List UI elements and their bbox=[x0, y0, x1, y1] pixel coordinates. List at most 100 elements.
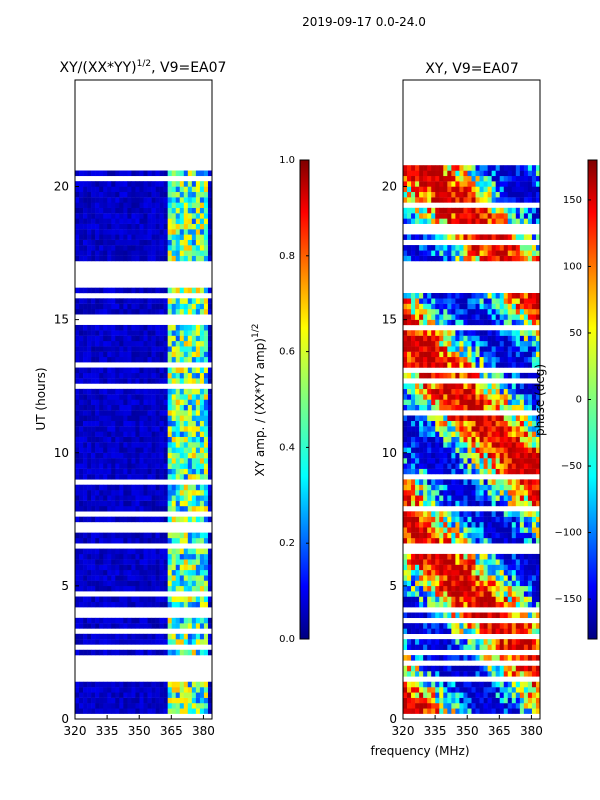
heatmap-cell bbox=[471, 527, 476, 533]
heatmap-cell bbox=[143, 394, 148, 400]
heatmap-cell bbox=[199, 564, 205, 571]
heatmap-cell bbox=[115, 191, 120, 198]
heatmap-cell bbox=[83, 186, 88, 193]
heatmap-cell bbox=[535, 255, 541, 262]
heatmap-cell bbox=[471, 319, 476, 326]
heatmap-cell bbox=[115, 213, 120, 219]
heatmap-cell bbox=[111, 490, 116, 496]
heatmap-cell bbox=[435, 580, 440, 587]
heatmap-cell bbox=[403, 431, 408, 437]
heatmap-cell bbox=[415, 596, 420, 603]
heatmap-cell bbox=[447, 623, 452, 629]
heatmap-cell bbox=[439, 372, 444, 379]
heatmap-cell bbox=[459, 484, 464, 491]
heatmap-cell bbox=[103, 324, 108, 331]
heatmap-cell bbox=[471, 442, 476, 448]
heatmap-cell bbox=[163, 708, 168, 714]
heatmap-cell bbox=[187, 399, 193, 406]
heatmap-cell bbox=[439, 575, 444, 581]
heatmap-cell bbox=[511, 340, 517, 347]
heatmap-cell bbox=[515, 308, 521, 315]
heatmap-cell bbox=[423, 356, 428, 363]
heatmap-cell bbox=[499, 569, 505, 576]
heatmap-cell bbox=[451, 340, 456, 347]
heatmap-cell bbox=[195, 553, 201, 560]
heatmap-cell bbox=[179, 532, 185, 539]
heatmap-cell bbox=[155, 649, 160, 656]
heatmap-cell bbox=[431, 383, 436, 390]
heatmap-cell bbox=[423, 639, 428, 645]
heatmap-cell bbox=[83, 708, 88, 714]
heatmap-cell bbox=[147, 633, 152, 640]
heatmap-cell bbox=[439, 687, 444, 693]
heatmap-cell bbox=[511, 580, 517, 587]
heatmap-cell bbox=[423, 612, 428, 619]
heatmap-cell bbox=[523, 511, 529, 517]
heatmap-cell bbox=[123, 420, 128, 427]
heatmap-cell bbox=[415, 623, 420, 629]
heatmap-cell bbox=[167, 532, 173, 539]
heatmap-cell bbox=[447, 708, 452, 714]
heatmap-cell bbox=[87, 420, 92, 427]
heatmap-cell bbox=[147, 442, 152, 448]
heatmap-cell bbox=[499, 612, 505, 619]
heatmap-cell bbox=[199, 404, 205, 411]
heatmap-cell bbox=[187, 532, 193, 539]
heatmap-cell bbox=[479, 708, 484, 714]
heatmap-cell bbox=[415, 521, 420, 528]
heatmap-cell bbox=[531, 623, 537, 629]
heatmap-cell bbox=[135, 239, 140, 246]
heatmap-cell bbox=[155, 335, 160, 342]
heatmap-cell bbox=[443, 351, 448, 358]
heatmap-cell bbox=[127, 490, 132, 496]
heatmap-cell bbox=[207, 575, 213, 581]
heatmap-cell bbox=[111, 245, 116, 251]
heatmap-cell bbox=[75, 474, 80, 480]
heatmap-cell bbox=[467, 500, 472, 507]
heatmap-cell bbox=[99, 239, 104, 246]
heatmap-cell bbox=[199, 687, 205, 693]
heatmap-cell bbox=[187, 324, 193, 331]
heatmap-cell bbox=[115, 431, 120, 437]
heatmap-cell bbox=[459, 330, 464, 336]
heatmap-cell bbox=[191, 346, 197, 352]
heatmap-cell bbox=[171, 420, 177, 427]
heatmap-cell bbox=[483, 628, 488, 634]
heatmap-cell bbox=[123, 548, 128, 555]
heatmap-cell bbox=[519, 639, 525, 645]
heatmap-cell bbox=[443, 415, 448, 421]
heatmap-cell bbox=[155, 431, 160, 437]
heatmap-cell bbox=[495, 601, 501, 608]
heatmap-cell bbox=[523, 447, 529, 453]
heatmap-cell bbox=[535, 623, 541, 629]
heatmap-cell bbox=[403, 665, 408, 672]
heatmap-cell bbox=[459, 442, 464, 448]
heatmap-cell bbox=[463, 708, 468, 714]
heatmap-cell bbox=[471, 394, 476, 400]
heatmap-cell bbox=[175, 218, 181, 224]
heatmap-cell bbox=[131, 490, 136, 496]
heatmap-cell bbox=[203, 372, 209, 379]
heatmap-cell bbox=[103, 623, 108, 629]
heatmap-cell bbox=[179, 170, 185, 177]
heatmap-cell bbox=[203, 378, 209, 384]
heatmap-cell bbox=[207, 346, 213, 352]
heatmap-cell bbox=[423, 532, 428, 539]
heatmap-cell bbox=[523, 388, 529, 395]
heatmap-cell bbox=[127, 356, 132, 363]
heatmap-cell bbox=[195, 623, 201, 629]
heatmap-cell bbox=[443, 644, 448, 650]
heatmap-cell bbox=[475, 612, 480, 619]
heatmap-cell bbox=[527, 436, 533, 443]
heatmap-cell bbox=[111, 601, 116, 608]
heatmap-cell bbox=[527, 447, 533, 453]
heatmap-cell bbox=[403, 458, 408, 464]
heatmap-cell bbox=[155, 490, 160, 496]
heatmap-cell bbox=[191, 697, 197, 704]
heatmap-cell bbox=[415, 436, 420, 443]
heatmap-cell bbox=[491, 447, 496, 453]
heatmap-cell bbox=[143, 564, 148, 571]
heatmap-cell bbox=[527, 415, 533, 421]
heatmap-cell bbox=[199, 213, 205, 219]
heatmap-cell bbox=[127, 303, 132, 310]
